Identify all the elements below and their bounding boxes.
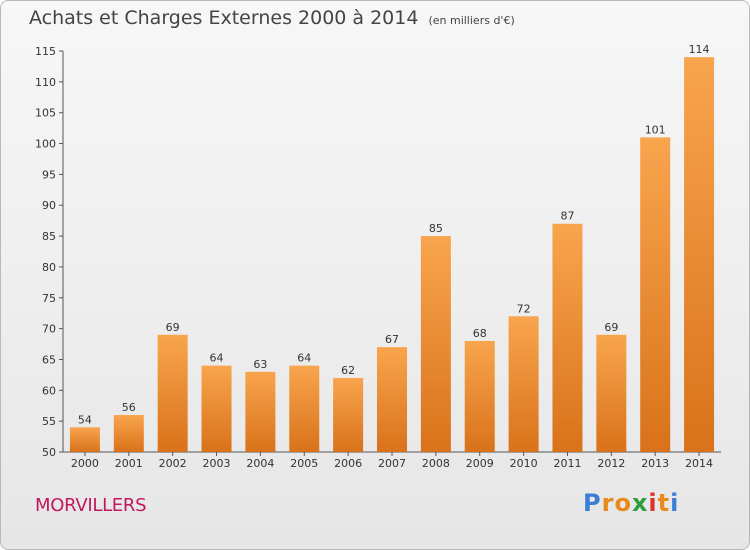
x-tick-label-2011: 2011 <box>553 457 581 470</box>
y-tick-label: 75 <box>42 292 56 305</box>
y-tick-label: 80 <box>42 261 56 274</box>
value-label-2004: 63 <box>253 358 267 371</box>
value-label-2005: 64 <box>297 352 311 365</box>
y-tick-label: 90 <box>42 199 56 212</box>
x-tick-label-2008: 2008 <box>422 457 450 470</box>
value-label-2003: 64 <box>210 352 224 365</box>
x-tick-label-2003: 2003 <box>203 457 231 470</box>
value-label-2012: 69 <box>604 321 618 334</box>
bar-2001 <box>113 414 144 452</box>
value-label-2011: 87 <box>560 210 574 223</box>
bar-2014 <box>684 57 715 453</box>
bar-2011 <box>552 223 583 452</box>
chart-title: Achats et Charges Externes 2000 à 2014 (e… <box>29 7 515 29</box>
y-tick-label: 65 <box>42 353 56 366</box>
value-labels: 54 56 69 64 63 64 62 67 85 68 72 87 69 101 114 <box>78 43 710 426</box>
bar-2013 <box>640 137 671 452</box>
x-tick-label-2000: 2000 <box>71 457 99 470</box>
logo-letter: i <box>648 489 658 517</box>
unit-note: (en milliers d'€) <box>428 14 515 27</box>
value-label-2007: 67 <box>385 333 399 346</box>
y-tick-label: 95 <box>42 168 56 181</box>
bars <box>69 57 715 453</box>
bar-2004 <box>245 371 276 452</box>
logo-letter: o <box>614 489 632 517</box>
value-label-2014: 114 <box>689 43 710 56</box>
logo-letter: r <box>601 489 615 517</box>
y-tick-label: 50 <box>42 446 56 459</box>
bar-2006 <box>333 377 364 452</box>
y-tick-label: 115 <box>35 45 56 58</box>
x-tick-label-2004: 2004 <box>246 457 274 470</box>
x-tick-label-2010: 2010 <box>510 457 538 470</box>
bar-2009 <box>464 340 495 452</box>
x-tick-label-2012: 2012 <box>597 457 625 470</box>
value-label-2006: 62 <box>341 364 355 377</box>
value-label-2001: 56 <box>122 401 136 414</box>
y-tick-label: 85 <box>42 230 56 243</box>
bar-2002 <box>157 334 188 452</box>
y-tick-label: 70 <box>42 323 56 336</box>
x-tick-label-2014: 2014 <box>685 457 713 470</box>
logo-letter: i <box>670 489 680 517</box>
x-tick-label-2006: 2006 <box>334 457 362 470</box>
bar-2003 <box>201 365 232 452</box>
bar-2010 <box>508 316 539 452</box>
value-label-2008: 85 <box>429 222 443 235</box>
logo-letter: t <box>657 489 671 517</box>
y-tick-label: 60 <box>42 384 56 397</box>
value-label-2002: 69 <box>166 321 180 334</box>
x-tick-label-2007: 2007 <box>378 457 406 470</box>
x-tick-label-2013: 2013 <box>641 457 669 470</box>
y-tick-label: 110 <box>35 76 56 89</box>
x-tick-label-2005: 2005 <box>290 457 318 470</box>
bar-2000 <box>69 427 100 452</box>
value-label-2010: 72 <box>517 302 531 315</box>
bar-2012 <box>596 334 627 452</box>
logo-letter: x <box>631 489 649 517</box>
value-label-2013: 101 <box>645 123 666 136</box>
x-tick-label-2001: 2001 <box>115 457 143 470</box>
proxiti-logo[interactable]: Proxiti <box>583 489 679 517</box>
bar-2005 <box>289 365 320 452</box>
x-tick-label-2002: 2002 <box>159 457 187 470</box>
value-label-2009: 68 <box>473 327 487 340</box>
bar-2008 <box>420 236 451 452</box>
y-tick-label: 55 <box>42 415 56 428</box>
title-text: Achats et Charges Externes 2000 à 2014 <box>29 7 419 29</box>
value-label-2000: 54 <box>78 413 92 426</box>
y-tick-label: 100 <box>35 138 56 151</box>
x-tick-label-2009: 2009 <box>466 457 494 470</box>
bar-2007 <box>377 347 407 452</box>
y-tick-label: 105 <box>35 107 56 120</box>
logo-letter: P <box>583 489 602 517</box>
commune-name: MORVILLERS <box>35 495 147 516</box>
